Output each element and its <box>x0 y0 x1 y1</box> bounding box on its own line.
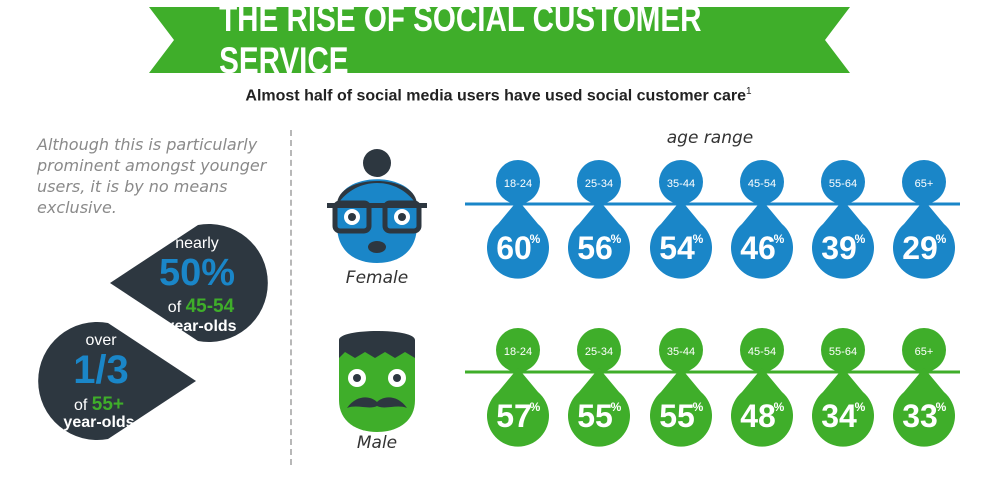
age-badge <box>659 328 703 372</box>
section-divider <box>290 130 292 465</box>
percent-sign: % <box>611 400 622 414</box>
stat-2-group: 55+ <box>91 394 125 415</box>
age-tick-label: 45-54 <box>748 178 776 190</box>
age-badge <box>740 328 784 372</box>
subtitle-footnote: 1 <box>746 86 752 97</box>
value-drop <box>650 368 712 447</box>
percent-sign: % <box>855 400 866 414</box>
series-female: 18-24 60% 25-34 56% 35-44 54% 45-54 46% 55-64 39%… <box>465 160 960 279</box>
data-label: 48 <box>740 398 776 434</box>
female-label: Female <box>345 268 409 288</box>
age-badge <box>496 328 540 372</box>
male-avatar-icon <box>339 331 415 432</box>
percent-sign: % <box>936 400 947 414</box>
age-tick-label: 25-34 <box>585 346 613 358</box>
percent-sign: % <box>611 232 622 246</box>
x-axis-label: age range <box>666 128 754 148</box>
age-tick-label: 35-44 <box>667 178 695 190</box>
percent-sign: % <box>855 232 866 246</box>
data-label: 55 <box>577 398 613 434</box>
age-tick-label: 55-64 <box>829 346 857 358</box>
female-avatar-icon <box>327 149 427 263</box>
stat-callout-third: over 1/3 of 55+ year-olds <box>36 318 196 443</box>
age-tick-label: 18-24 <box>504 346 532 358</box>
page-subtitle: Almost half of social media users have u… <box>0 86 997 105</box>
age-badge <box>821 160 865 204</box>
callout-shape <box>110 224 268 342</box>
male-label: Male <box>356 433 398 453</box>
callout-shape <box>38 322 196 440</box>
age-badge <box>902 328 946 372</box>
age-badge <box>821 328 865 372</box>
percent-sign: % <box>530 232 541 246</box>
age-tick-label: 25-34 <box>585 178 613 190</box>
age-badge <box>740 160 784 204</box>
value-drop <box>487 200 549 279</box>
age-tick-label: 55-64 <box>829 178 857 190</box>
stat-1-group-line: of 45-54 <box>146 296 256 318</box>
percent-sign: % <box>693 232 704 246</box>
age-badge <box>496 160 540 204</box>
value-drop <box>731 368 793 447</box>
data-label: 33 <box>902 398 938 434</box>
value-drop <box>893 200 955 279</box>
percent-sign: % <box>936 232 947 246</box>
value-drop <box>812 368 874 447</box>
data-label: 60 <box>496 230 532 266</box>
stat-1-top: nearly <box>175 235 219 252</box>
value-drop <box>487 368 549 447</box>
data-label: 56 <box>577 230 613 266</box>
value-drop <box>892 368 955 447</box>
series-male: 18-24 57% 25-34 55% 35-44 55% 45-54 48% 55-64 34%… <box>465 328 960 447</box>
title-banner: THE RISE OF SOCIAL CUSTOMER SERVICE <box>149 0 850 81</box>
stat-2-value: 1/3 <box>73 348 129 392</box>
data-label: 39 <box>821 230 857 266</box>
stat-2-top: over <box>85 332 117 349</box>
age-badge <box>577 328 621 372</box>
age-tick-label: 65+ <box>915 346 934 358</box>
subtitle-text: Almost half of social media users have u… <box>245 87 747 105</box>
stat-1-group: 45-54 <box>185 296 235 317</box>
data-label: 55 <box>659 398 695 434</box>
data-label: 29 <box>902 230 938 266</box>
age-tick-label: 45-54 <box>748 346 776 358</box>
data-label: 54 <box>659 230 695 266</box>
data-label: 34 <box>821 398 857 434</box>
age-tick-label: 65+ <box>915 178 934 190</box>
value-drop <box>731 200 793 279</box>
percent-sign: % <box>774 400 785 414</box>
stat-1-bottom: year-olds <box>165 318 237 335</box>
stat-1-value: 50% <box>158 252 236 294</box>
stat-1-of: of <box>167 299 182 316</box>
percent-sign: % <box>530 400 541 414</box>
banner-ribbon <box>149 7 850 73</box>
age-badge <box>902 160 946 204</box>
page-title: THE RISE OF SOCIAL CUSTOMER SERVICE <box>219 0 702 81</box>
age-badge <box>577 160 621 204</box>
data-label: 57 <box>496 398 532 434</box>
percent-sign: % <box>774 232 785 246</box>
value-drop <box>650 200 712 279</box>
stat-2-bottom: year-olds <box>63 414 135 431</box>
stat-callout-50: nearly 50% of 45-54 year-olds <box>110 220 270 345</box>
data-label: 46 <box>740 230 776 266</box>
stat-2-group-line: of 55+ <box>44 394 154 416</box>
stat-2-of: of <box>73 397 88 414</box>
age-tick-label: 35-44 <box>667 346 695 358</box>
value-drop <box>812 200 874 279</box>
value-drop <box>568 200 630 279</box>
age-tick-label: 18-24 <box>504 178 532 190</box>
percent-sign: % <box>693 400 704 414</box>
intro-note: Although this is particularly prominent … <box>37 135 267 217</box>
value-drop <box>568 368 630 447</box>
age-badge <box>659 160 703 204</box>
